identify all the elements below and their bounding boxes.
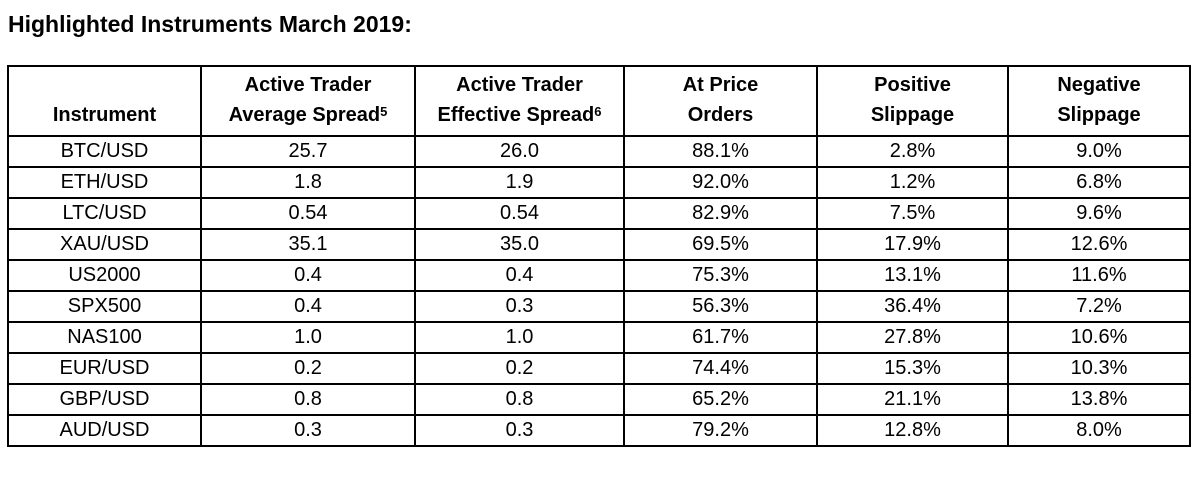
value-cell-active-trader-average-spread: 0.2 [200, 352, 416, 386]
table-row: NAS100 1.0 1.0 61.7% 27.8% 10.6% [7, 321, 1191, 355]
value-cell-at-price-orders: 82.9% [623, 197, 818, 231]
value-cell-negative-slippage: 8.0% [1007, 414, 1191, 448]
table-header: Instrument Active Trader Average Spread5… [7, 65, 1191, 138]
value-cell-positive-slippage: 36.4% [816, 290, 1009, 324]
instrument-cell: NAS100 [7, 321, 202, 355]
value-cell-at-price-orders: 61.7% [623, 321, 818, 355]
header-label-line2: Average Spread [228, 104, 381, 127]
value-cell-active-trader-effective-spread: 0.3 [414, 290, 625, 324]
header-at-price-orders: At Price Orders [623, 65, 818, 138]
footnote-5-ref: 5 [380, 103, 388, 119]
value-cell-at-price-orders: 74.4% [623, 352, 818, 386]
instrument-cell: GBP/USD [7, 383, 202, 417]
header-label-line2: Orders [687, 104, 754, 127]
value-cell-negative-slippage: 10.3% [1007, 352, 1191, 386]
header-label-line1: Negative [1057, 74, 1141, 97]
table-row: LTC/USD 0.54 0.54 82.9% 7.5% 9.6% [7, 197, 1191, 231]
value-cell-active-trader-average-spread: 0.3 [200, 414, 416, 448]
value-cell-positive-slippage: 1.2% [816, 166, 1009, 200]
table-row: EUR/USD 0.2 0.2 74.4% 15.3% 10.3% [7, 352, 1191, 386]
value-cell-active-trader-average-spread: 0.4 [200, 259, 416, 293]
value-cell-at-price-orders: 75.3% [623, 259, 818, 293]
value-cell-active-trader-effective-spread: 1.9 [414, 166, 625, 200]
value-cell-active-trader-effective-spread: 0.3 [414, 414, 625, 448]
value-cell-positive-slippage: 15.3% [816, 352, 1009, 386]
header-label: Instrument [52, 104, 157, 127]
value-cell-active-trader-average-spread: 35.1 [200, 228, 416, 262]
value-cell-positive-slippage: 21.1% [816, 383, 1009, 417]
table-row: GBP/USD 0.8 0.8 65.2% 21.1% 13.8% [7, 383, 1191, 417]
value-cell-active-trader-effective-spread: 35.0 [414, 228, 625, 262]
header-positive-slippage: Positive Slippage [816, 65, 1009, 138]
instrument-cell: LTC/USD [7, 197, 202, 231]
table-row: AUD/USD 0.3 0.3 79.2% 12.8% 8.0% [7, 414, 1191, 448]
value-cell-negative-slippage: 10.6% [1007, 321, 1191, 355]
value-cell-negative-slippage: 12.6% [1007, 228, 1191, 262]
value-cell-active-trader-effective-spread: 0.2 [414, 352, 625, 386]
value-cell-positive-slippage: 13.1% [816, 259, 1009, 293]
value-cell-negative-slippage: 9.6% [1007, 197, 1191, 231]
value-cell-active-trader-effective-spread: 26.0 [414, 135, 625, 169]
value-cell-active-trader-average-spread: 25.7 [200, 135, 416, 169]
value-cell-at-price-orders: 65.2% [623, 383, 818, 417]
value-cell-active-trader-average-spread: 1.8 [200, 166, 416, 200]
value-cell-active-trader-effective-spread: 0.8 [414, 383, 625, 417]
header-label-line1: Active Trader [244, 74, 372, 97]
highlighted-instruments-table: Instrument Active Trader Average Spread5… [7, 65, 1191, 448]
instrument-cell: ETH/USD [7, 166, 202, 200]
value-cell-active-trader-average-spread: 0.4 [200, 290, 416, 324]
page-title: Highlighted Instruments March 2019: [8, 11, 412, 37]
value-cell-at-price-orders: 56.3% [623, 290, 818, 324]
table-row: US2000 0.4 0.4 75.3% 13.1% 11.6% [7, 259, 1191, 293]
table-row: XAU/USD 35.1 35.0 69.5% 17.9% 12.6% [7, 228, 1191, 262]
value-cell-at-price-orders: 79.2% [623, 414, 818, 448]
value-cell-active-trader-average-spread: 1.0 [200, 321, 416, 355]
footnote-6-ref: 6 [594, 103, 602, 119]
value-cell-at-price-orders: 92.0% [623, 166, 818, 200]
table-body: BTC/USD 25.7 26.0 88.1% 2.8% 9.0% ETH/USD 1.8 1.… [7, 135, 1191, 448]
header-negative-slippage: Negative Slippage [1007, 65, 1191, 138]
value-cell-positive-slippage: 7.5% [816, 197, 1009, 231]
instrument-cell: XAU/USD [7, 228, 202, 262]
value-cell-negative-slippage: 9.0% [1007, 135, 1191, 169]
header-row: Instrument Active Trader Average Spread5… [7, 65, 1191, 138]
value-cell-negative-slippage: 7.2% [1007, 290, 1191, 324]
instrument-cell: AUD/USD [7, 414, 202, 448]
instrument-cell: US2000 [7, 259, 202, 293]
instrument-cell: SPX500 [7, 290, 202, 324]
value-cell-positive-slippage: 2.8% [816, 135, 1009, 169]
header-label-line2: Slippage [1057, 104, 1141, 127]
header-label-line1: Positive [874, 74, 951, 97]
header-instrument: Instrument [7, 65, 202, 138]
value-cell-positive-slippage: 17.9% [816, 228, 1009, 262]
value-cell-positive-slippage: 27.8% [816, 321, 1009, 355]
value-cell-negative-slippage: 6.8% [1007, 166, 1191, 200]
value-cell-active-trader-average-spread: 0.8 [200, 383, 416, 417]
value-cell-at-price-orders: 88.1% [623, 135, 818, 169]
instrument-cell: BTC/USD [7, 135, 202, 169]
instrument-cell: EUR/USD [7, 352, 202, 386]
value-cell-active-trader-effective-spread: 0.54 [414, 197, 625, 231]
value-cell-negative-slippage: 11.6% [1007, 259, 1191, 293]
value-cell-positive-slippage: 12.8% [816, 414, 1009, 448]
table-row: ETH/USD 1.8 1.9 92.0% 1.2% 6.8% [7, 166, 1191, 200]
header-label-line2: Slippage [870, 104, 955, 127]
header-active-trader-average-spread: Active Trader Average Spread5 [200, 65, 416, 138]
header-label-line1: At Price [682, 74, 759, 97]
value-cell-negative-slippage: 13.8% [1007, 383, 1191, 417]
header-label-line2: Effective Spread [437, 104, 595, 127]
value-cell-active-trader-effective-spread: 0.4 [414, 259, 625, 293]
header-label-line1: Active Trader [456, 74, 583, 97]
table-row: BTC/USD 25.7 26.0 88.1% 2.8% 9.0% [7, 135, 1191, 169]
value-cell-active-trader-average-spread: 0.54 [200, 197, 416, 231]
header-active-trader-effective-spread: Active Trader Effective Spread6 [414, 65, 625, 138]
value-cell-at-price-orders: 69.5% [623, 228, 818, 262]
table-row: SPX500 0.4 0.3 56.3% 36.4% 7.2% [7, 290, 1191, 324]
value-cell-active-trader-effective-spread: 1.0 [414, 321, 625, 355]
